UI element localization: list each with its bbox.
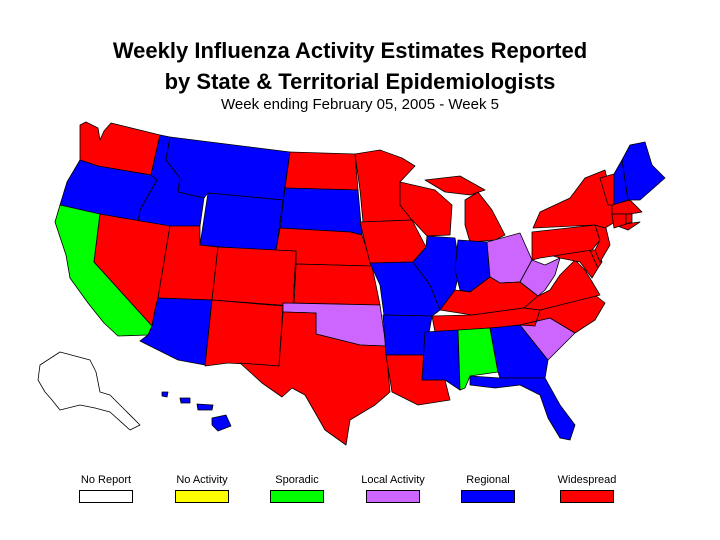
state-MI xyxy=(424,175,506,243)
state-ND xyxy=(284,151,359,191)
legend-swatch xyxy=(175,490,229,503)
map-title-line-1: Weekly Influenza Activity Estimates Repo… xyxy=(112,38,588,63)
legend-label: Sporadic xyxy=(275,474,319,486)
legend-item-sporadic: Sporadic xyxy=(247,474,347,503)
state-IA xyxy=(359,219,427,264)
legend-label: Regional xyxy=(466,474,510,486)
legend-item-regional: Regional xyxy=(438,474,538,503)
state-KS xyxy=(293,263,381,306)
state-NM xyxy=(204,299,284,367)
state-WV xyxy=(519,257,561,297)
state-FL xyxy=(469,375,576,441)
legend-label: No Activity xyxy=(176,474,228,486)
legend-swatch xyxy=(79,490,133,503)
legend-item-widespread: Widespread xyxy=(537,474,637,503)
legend-label: No Report xyxy=(80,474,132,486)
state-WY xyxy=(199,192,284,253)
state-RI xyxy=(625,213,633,225)
legend-swatch xyxy=(560,490,614,503)
legend-item-local-activity: Local Activity xyxy=(343,474,443,503)
legend-swatch xyxy=(366,490,420,503)
state-MS xyxy=(421,329,461,391)
legend-swatch xyxy=(270,490,324,503)
state-TX xyxy=(239,311,391,446)
legend-swatch xyxy=(461,490,515,503)
state-WI xyxy=(399,181,453,237)
legend-label: Widespread xyxy=(557,474,617,486)
state-MT xyxy=(165,136,291,201)
state-SD xyxy=(279,187,363,236)
legend-label: Local Activity xyxy=(361,474,425,486)
map-title-line-2: by State & Territorial Epidemiologists xyxy=(164,69,556,94)
state-HI xyxy=(161,391,232,432)
legend-item-no-activity: No Activity xyxy=(152,474,252,503)
state-AK xyxy=(37,351,141,431)
legend-item-no-report: No Report xyxy=(56,474,156,503)
map-subtitle: Week ending February 05, 2005 - Week 5 xyxy=(221,96,499,113)
state-NJ xyxy=(594,224,611,263)
state-MA xyxy=(611,199,643,215)
state-ME xyxy=(621,141,666,201)
state-CO xyxy=(211,246,297,307)
